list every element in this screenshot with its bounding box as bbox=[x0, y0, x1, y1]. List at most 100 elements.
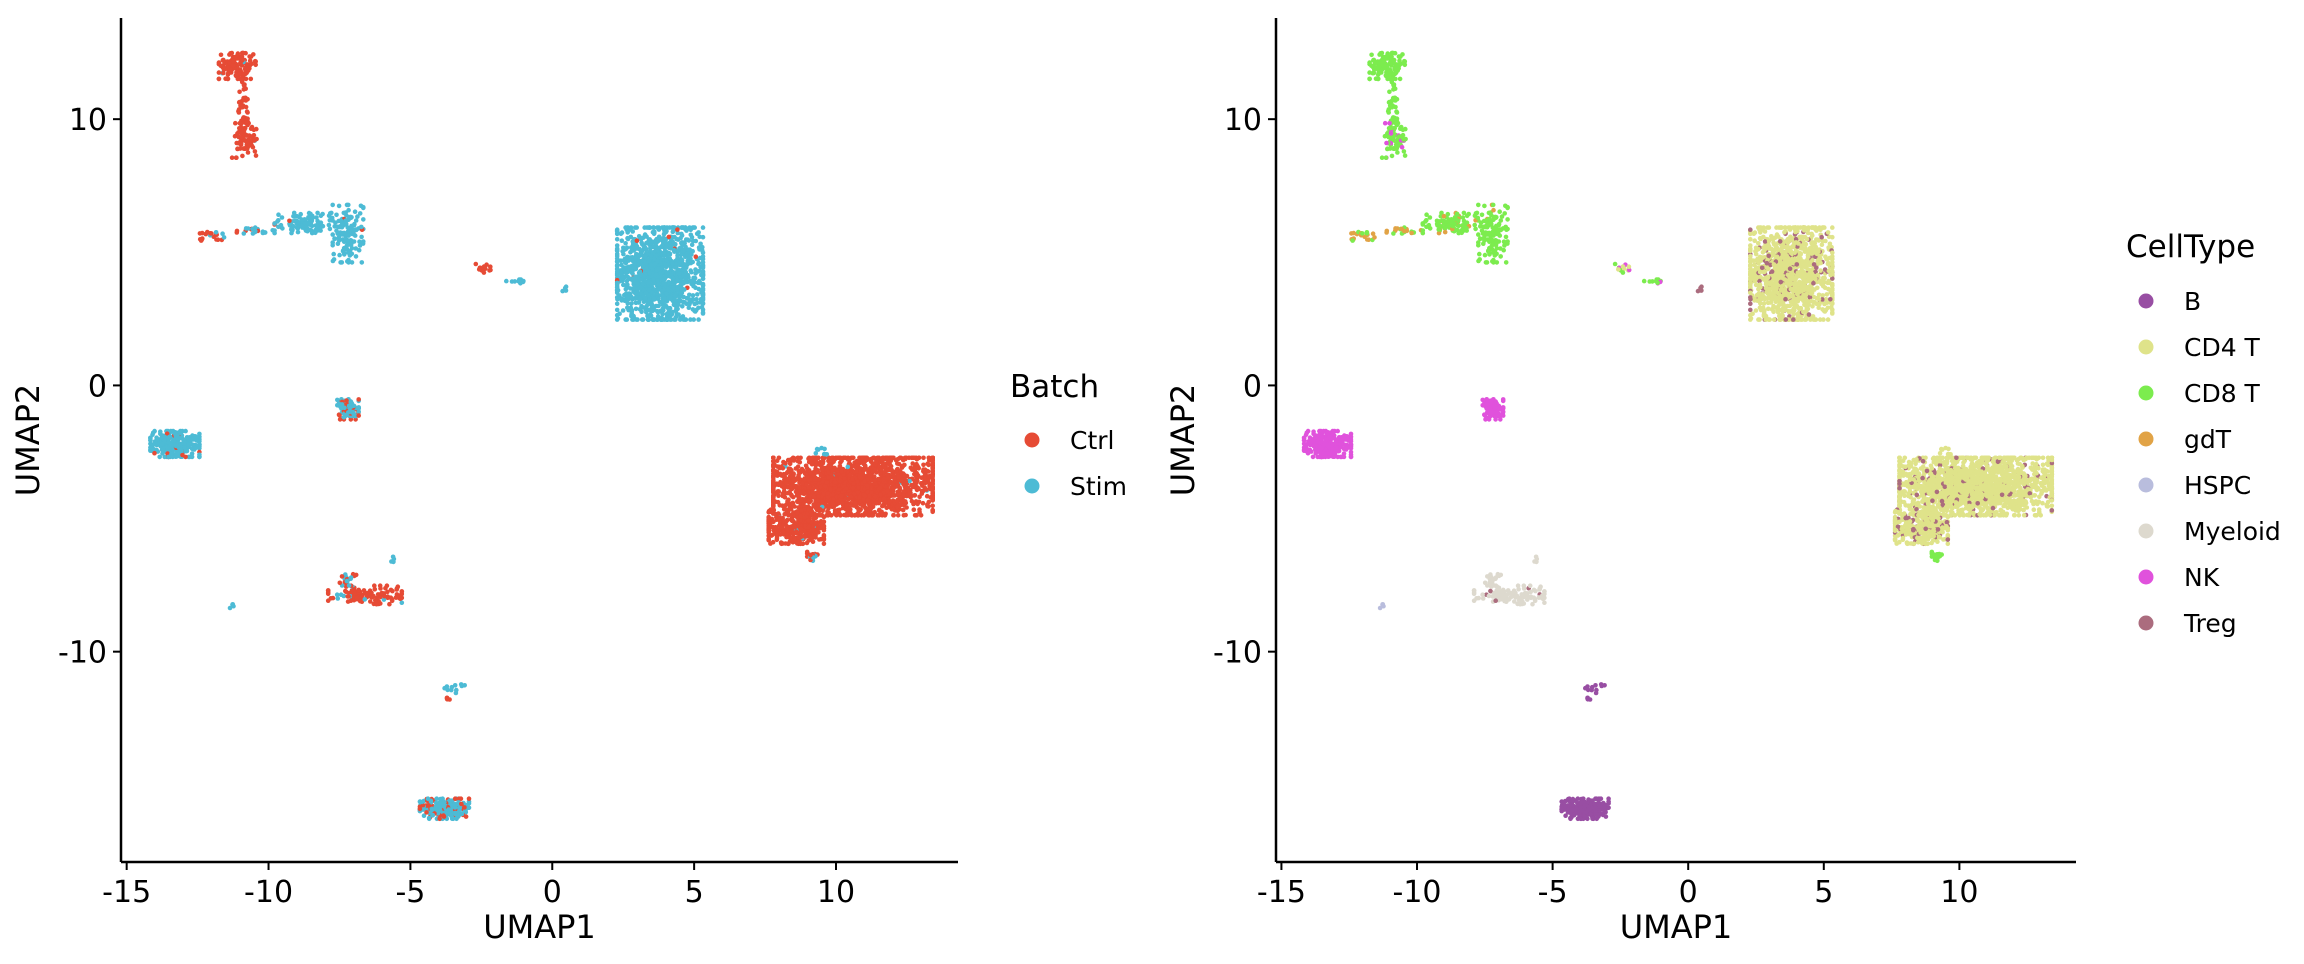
data-point bbox=[615, 248, 620, 253]
data-point bbox=[697, 261, 702, 266]
legend-title: Batch bbox=[1010, 369, 1099, 405]
x-tick-label: 10 bbox=[817, 875, 855, 910]
data-point bbox=[1402, 59, 1407, 64]
data-point bbox=[1392, 72, 1397, 77]
data-point bbox=[671, 270, 676, 275]
data-point bbox=[766, 519, 771, 524]
data-point bbox=[1400, 52, 1405, 57]
data-point bbox=[883, 499, 888, 504]
data-point bbox=[438, 805, 443, 810]
data-point bbox=[647, 280, 652, 285]
data-point bbox=[237, 126, 242, 131]
data-point bbox=[235, 147, 240, 152]
data-point bbox=[373, 598, 378, 603]
data-point bbox=[245, 110, 250, 115]
data-point bbox=[640, 262, 645, 267]
data-point bbox=[619, 258, 624, 263]
data-point bbox=[625, 295, 630, 300]
data-point bbox=[352, 239, 357, 244]
data-point bbox=[217, 77, 222, 82]
data-point bbox=[857, 495, 862, 500]
data-point bbox=[797, 485, 802, 490]
data-point bbox=[701, 251, 706, 256]
data-point bbox=[670, 262, 675, 267]
data-point bbox=[178, 446, 183, 451]
data-point bbox=[454, 688, 459, 693]
data-point bbox=[672, 303, 677, 308]
data-point bbox=[352, 404, 357, 409]
data-point bbox=[771, 486, 776, 491]
data-point bbox=[888, 462, 893, 467]
data-point bbox=[242, 83, 247, 88]
data-point bbox=[668, 317, 673, 322]
data-point bbox=[661, 251, 666, 256]
data-point bbox=[639, 310, 644, 315]
data-point bbox=[454, 812, 459, 817]
data-point bbox=[646, 302, 651, 307]
data-point bbox=[350, 252, 355, 257]
data-point bbox=[866, 498, 871, 503]
data-point bbox=[914, 471, 919, 476]
data-point bbox=[1400, 145, 1405, 150]
data-point bbox=[701, 302, 706, 307]
data-point bbox=[251, 145, 256, 150]
data-point bbox=[826, 459, 831, 464]
data-point bbox=[362, 588, 367, 593]
data-point bbox=[839, 469, 844, 474]
data-point bbox=[442, 804, 447, 809]
data-point bbox=[917, 507, 922, 512]
data-point bbox=[633, 276, 638, 281]
data-point bbox=[239, 135, 244, 140]
data-point bbox=[683, 277, 688, 282]
data-point bbox=[1409, 231, 1414, 236]
data-point bbox=[687, 259, 692, 264]
data-point bbox=[352, 591, 357, 596]
data-point bbox=[672, 249, 677, 254]
data-point bbox=[788, 484, 793, 489]
data-point bbox=[327, 223, 332, 228]
data-point bbox=[332, 236, 337, 241]
data-point bbox=[1387, 126, 1392, 131]
data-point bbox=[1390, 105, 1395, 110]
data-point bbox=[779, 541, 784, 546]
data-point bbox=[1381, 63, 1386, 68]
data-point bbox=[326, 590, 331, 595]
data-point bbox=[342, 415, 347, 420]
data-point bbox=[813, 466, 818, 471]
data-point bbox=[792, 524, 797, 529]
data-point bbox=[634, 254, 639, 259]
data-point bbox=[344, 238, 349, 243]
x-tick-label: 0 bbox=[543, 875, 562, 910]
data-point bbox=[694, 239, 699, 244]
data-point bbox=[909, 483, 914, 488]
data-point bbox=[636, 282, 641, 287]
data-point bbox=[912, 507, 917, 512]
data-point bbox=[799, 498, 804, 503]
data-point bbox=[656, 282, 661, 287]
data-point bbox=[788, 467, 793, 472]
data-point bbox=[822, 537, 827, 542]
data-point bbox=[1387, 121, 1392, 126]
data-point bbox=[822, 542, 827, 547]
data-point bbox=[896, 475, 901, 480]
data-point bbox=[860, 456, 865, 461]
data-point bbox=[344, 398, 349, 403]
y-tick-label: 0 bbox=[88, 369, 107, 404]
data-point bbox=[1350, 238, 1355, 243]
data-point bbox=[675, 278, 680, 283]
data-point bbox=[840, 501, 845, 506]
data-point bbox=[681, 249, 686, 254]
data-point bbox=[687, 297, 692, 302]
data-point bbox=[691, 225, 696, 230]
data-point bbox=[696, 317, 701, 322]
data-point bbox=[815, 447, 820, 452]
data-point bbox=[340, 574, 345, 579]
data-point bbox=[844, 513, 849, 518]
data-point bbox=[925, 504, 930, 509]
data-point bbox=[389, 588, 394, 593]
data-point bbox=[804, 482, 809, 487]
data-point bbox=[641, 235, 646, 240]
data-point bbox=[690, 235, 695, 240]
data-point bbox=[345, 579, 350, 584]
